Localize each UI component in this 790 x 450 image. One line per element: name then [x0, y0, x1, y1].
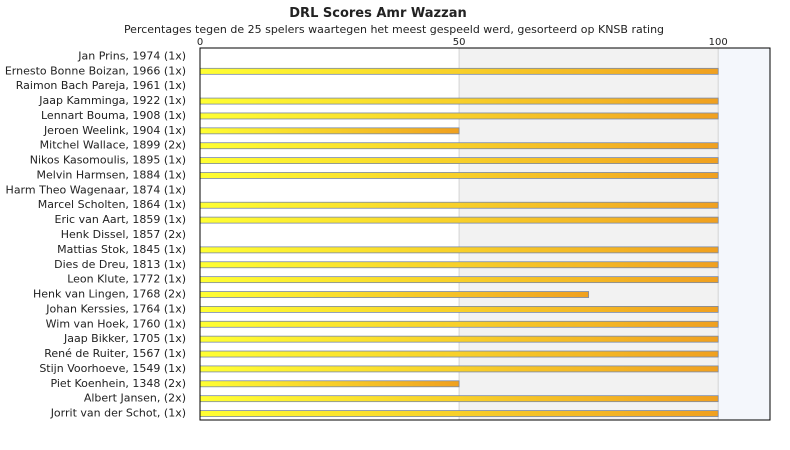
bar	[199, 305, 719, 313]
bar	[199, 67, 719, 75]
bar	[199, 97, 719, 105]
x-tick-label: 0	[197, 37, 203, 48]
category-label: Wim van Hoek, 1760 (1x)	[46, 317, 186, 330]
bar	[199, 291, 590, 298]
bar	[199, 216, 719, 224]
bar	[199, 201, 719, 209]
background-band	[200, 48, 460, 420]
bar	[199, 410, 719, 417]
category-label: Dies de Dreu, 1813 (1x)	[54, 258, 186, 271]
plot-area: 0 50 100 Jan Prins, 1974 (1x) Ernesto Bonne …	[5, 37, 771, 421]
category-label: Johan Kerssies, 1764 (1x)	[45, 302, 186, 315]
category-label: Harm Theo Wagenaar, 1874 (1x)	[6, 183, 186, 196]
category-label: Jaap Bikker, 1705 (1x)	[63, 332, 186, 345]
category-label: Jorrit van der Schot, (1x)	[50, 407, 186, 420]
category-label: Albert Jansen, (2x)	[84, 392, 186, 405]
bar	[199, 350, 719, 358]
category-label: René de Ruiter, 1567 (1x)	[44, 347, 186, 360]
chart-subtitle: Percentages tegen de 25 spelers waartege…	[124, 23, 664, 36]
x-tick-label: 50	[453, 37, 466, 48]
bar	[199, 112, 719, 120]
category-label: Jeroen Weelink, 1904 (1x)	[43, 124, 186, 137]
bar	[199, 172, 719, 179]
category-label: Leon Klute, 1772 (1x)	[67, 273, 186, 286]
background-band	[459, 48, 719, 420]
category-label: Ernesto Bonne Boizan, 1966 (1x)	[5, 64, 186, 77]
bar	[199, 246, 719, 254]
bar	[199, 157, 719, 165]
bar	[199, 127, 460, 135]
bar	[199, 395, 719, 403]
category-label: Raimon Bach Pareja, 1961 (1x)	[16, 79, 186, 92]
category-label: Marcel Scholten, 1864 (1x)	[38, 198, 186, 211]
category-label: Jan Prins, 1974 (1x)	[77, 49, 186, 62]
category-label: Mitchel Wallace, 1899 (2x)	[40, 139, 186, 152]
category-label: Nikos Kasomoulis, 1895 (1x)	[30, 154, 186, 167]
category-label: Henk van Lingen, 1768 (2x)	[33, 288, 186, 301]
bar	[199, 335, 719, 343]
category-label: Stijn Voorhoeve, 1549 (1x)	[39, 362, 186, 375]
x-tick-label: 100	[709, 37, 728, 48]
category-label: Lennart Bouma, 1908 (1x)	[41, 109, 186, 122]
category-label: Henk Dissel, 1857 (2x)	[61, 228, 186, 241]
bar	[199, 142, 719, 150]
category-label: Eric van Aart, 1859 (1x)	[55, 213, 186, 226]
plot-frame	[199, 47, 771, 421]
category-label: Melvin Harmsen, 1884 (1x)	[37, 168, 186, 181]
category-label: Mattias Stok, 1845 (1x)	[57, 243, 186, 256]
chart-title: DRL Scores Amr Wazzan	[289, 6, 466, 21]
bar	[199, 380, 460, 388]
bar	[199, 261, 719, 269]
bar	[199, 365, 719, 373]
background-band	[718, 48, 770, 420]
category-label: Piet Koenhein, 1348 (2x)	[50, 377, 186, 390]
category-label: Jaap Kamminga, 1922 (1x)	[38, 94, 186, 107]
bar	[199, 320, 719, 328]
bar	[199, 276, 719, 284]
